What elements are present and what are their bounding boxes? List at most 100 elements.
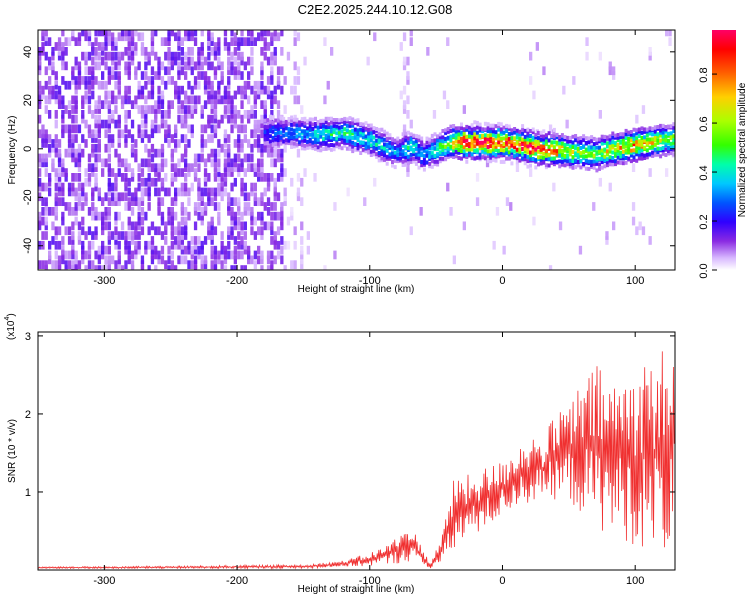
spectrogram-noise-cell (240, 37, 244, 46)
spectrogram-noise-cell (54, 211, 58, 221)
ridge-cell (489, 129, 493, 134)
ridge-cell (489, 139, 493, 144)
spectrogram-noise-cell (207, 221, 211, 231)
spectrogram-noise-cell (101, 226, 105, 236)
ridge-cell (534, 143, 538, 148)
spectrogram-noise-cell (237, 139, 241, 148)
ridge-cell (284, 122, 288, 127)
ridge-cell (539, 144, 543, 149)
spectrogram-noise-cell (227, 114, 231, 124)
spectrogram-noise-cell (137, 124, 141, 134)
ridge-cell (568, 147, 572, 151)
spectrogram-noise-cell (300, 177, 304, 187)
spectrogram-noise-cell (193, 221, 198, 231)
ridge-cell (672, 134, 675, 139)
spectrogram-noise-cell (207, 90, 211, 100)
spectrogram-noise-cell (237, 163, 241, 172)
spectrogram-noise-cell (61, 255, 65, 265)
ridge-cell (529, 153, 532, 158)
spectrogram-noise-cell (213, 226, 218, 236)
y-tick-label: 20 (22, 94, 34, 106)
ridge-cell (295, 123, 299, 128)
spectrogram-noise-cell (260, 231, 264, 240)
spectrogram-noise-cell (127, 110, 131, 119)
spectrogram-noise-cell (71, 30, 75, 37)
spectrogram-noise-cell (140, 119, 145, 129)
ridge-cell (568, 139, 572, 144)
spectrogram-noise-cell (177, 30, 181, 37)
ridge-cell (454, 139, 458, 144)
spectrogram-noise-cell (61, 187, 65, 197)
ridge-cell (529, 150, 532, 155)
spectrogram-noise-cell (157, 173, 161, 182)
ridge-cell (462, 135, 466, 140)
ridge-cell (385, 154, 389, 159)
spectrogram-noise-cell (426, 47, 430, 56)
spectrogram-noise-cell (174, 173, 178, 182)
ridge-cell (590, 139, 594, 144)
ridge-cell (505, 147, 509, 152)
spectrogram-noise-cell (237, 231, 241, 240)
ridge-cell (595, 150, 599, 155)
spectrogram-noise-cell (190, 182, 194, 192)
colorbar-tick-label: 0.0 (698, 263, 710, 278)
ridge-cell (537, 149, 540, 154)
spectrogram-noise-cell (187, 139, 191, 148)
spectrogram-noise-cell (193, 158, 198, 168)
ridge-cell (417, 134, 421, 139)
spectrogram-noise-cell (157, 95, 161, 105)
spectrogram-noise-cell (51, 260, 55, 269)
spectrogram-noise-cell (180, 245, 184, 255)
ridge-cell (319, 134, 323, 139)
ridge-cell (290, 131, 294, 136)
spectrogram-noise-cell (585, 37, 589, 46)
ridge-cell (356, 135, 360, 140)
spectrogram-noise-cell (154, 245, 158, 255)
spectrogram-noise-cell (117, 158, 121, 168)
ridge-cell (303, 121, 307, 126)
spectrogram-noise-cell (71, 173, 75, 182)
ridge-cell (449, 134, 453, 139)
ridge-cell (343, 138, 347, 143)
ridge-cell (340, 125, 344, 129)
ridge-cell (444, 157, 448, 162)
ridge-cell (534, 139, 538, 144)
ridge-cell (422, 145, 426, 150)
spectrogram-noise-cell (84, 197, 88, 206)
ridge-cell (282, 116, 286, 121)
ridge-cell (624, 160, 628, 165)
ridge-cell (582, 134, 586, 139)
spectrogram-noise-cell (253, 119, 257, 129)
spectrogram-noise-cell (87, 250, 92, 260)
spectrogram-noise-cell (177, 236, 181, 245)
ridge-cell (430, 138, 434, 143)
ridge-cell (460, 126, 463, 130)
spectrogram-noise-cell (101, 56, 105, 66)
spectrogram-noise-cell (91, 47, 95, 56)
spectrogram-noise-cell (207, 119, 211, 129)
spectrogram-noise-cell (104, 192, 108, 202)
spectrogram-noise-cell (253, 192, 257, 202)
spectrogram-noise-cell (631, 163, 636, 172)
ridge-cell (552, 127, 556, 132)
spectrogram-noise-cell (203, 76, 208, 85)
ridge-cell (409, 140, 413, 145)
spectrogram-noise-cell (137, 221, 141, 231)
ridge-cell (560, 152, 564, 157)
y-tick-label: 40 (22, 46, 34, 58)
spectrogram-noise-cell (260, 30, 264, 37)
spectrogram-noise-cell (150, 143, 155, 153)
spectrogram-noise-cell (502, 245, 506, 255)
spectrogram-noise-cell (190, 236, 194, 245)
ridge-cell (361, 128, 365, 133)
ridge-cell (560, 159, 564, 164)
ridge-cell (462, 152, 466, 157)
ridge-cell (606, 149, 609, 154)
ridge-cell (568, 162, 572, 167)
spectrogram-noise-cell (104, 245, 108, 255)
ridge-cell (608, 140, 612, 145)
ridge-cell (425, 160, 429, 165)
spectrogram-noise-cell (223, 168, 228, 177)
spectrogram-noise-cell (174, 192, 178, 202)
